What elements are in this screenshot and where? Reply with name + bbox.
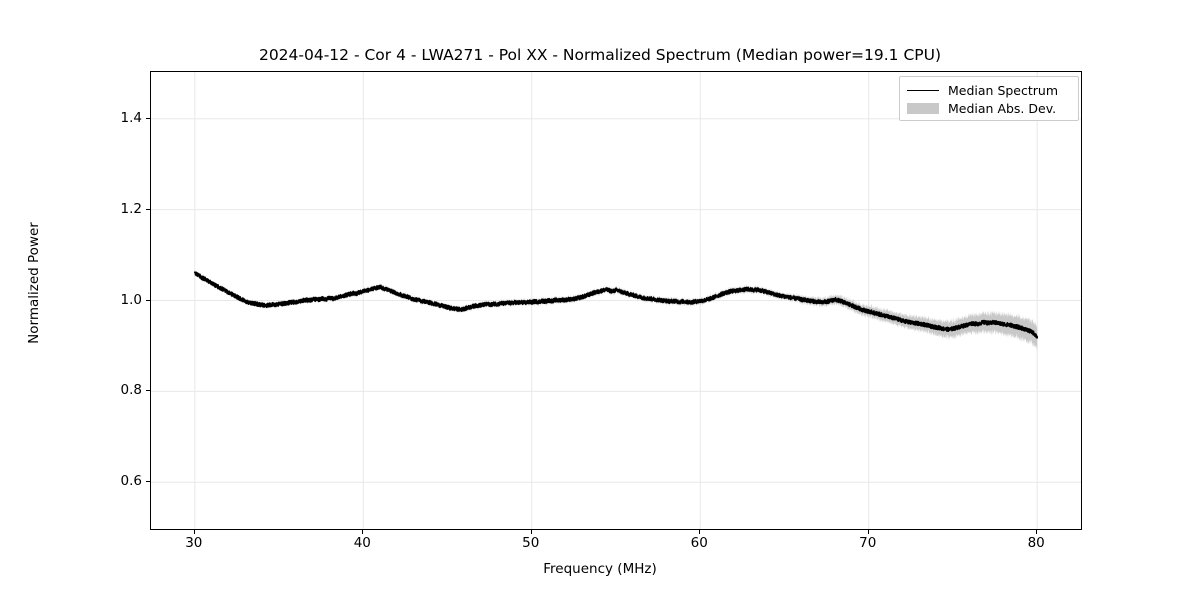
legend-entry-median-abs-dev[interactable]: Median Abs. Dev. <box>907 99 1071 117</box>
x-tick-label: 60 <box>690 535 708 551</box>
x-tick-mark <box>1036 530 1038 534</box>
x-tick-label: 50 <box>522 535 540 551</box>
y-tick-mark <box>146 390 150 392</box>
x-tick-label: 40 <box>353 535 371 551</box>
plot-area <box>150 71 1082 530</box>
y-tick-label: 1.2 <box>120 200 142 217</box>
x-tick-mark <box>867 530 869 534</box>
y-axis-label: Normalized Power <box>26 222 42 344</box>
x-tick-label: 30 <box>185 535 203 551</box>
band-swatch-icon <box>907 102 939 114</box>
legend-label-median-spectrum: Median Spectrum <box>948 82 1059 98</box>
x-tick-mark <box>530 530 532 534</box>
x-tick-mark <box>362 530 364 534</box>
x-axis-label: Frequency (MHz) <box>543 561 657 577</box>
x-tick-label: 80 <box>1027 535 1045 551</box>
median-abs-dev-band <box>194 270 1038 351</box>
y-tick-label: 1.0 <box>120 291 142 308</box>
spectrum-plot-svg <box>151 72 1081 529</box>
median-spectrum-line <box>193 271 1039 339</box>
y-tick-label: 0.8 <box>120 382 142 399</box>
chart-title: 2024-04-12 - Cor 4 - LWA271 - Pol XX - N… <box>258 46 942 64</box>
legend[interactable]: Median Spectrum Median Abs. Dev. <box>899 76 1079 121</box>
x-tick-mark <box>699 530 701 534</box>
y-tick-mark <box>146 481 150 483</box>
x-tick-label: 70 <box>859 535 877 551</box>
y-tick-label: 1.4 <box>120 109 142 126</box>
line-swatch-icon <box>907 89 939 91</box>
y-tick-mark <box>146 299 150 301</box>
legend-entry-median-spectrum[interactable]: Median Spectrum <box>907 81 1071 99</box>
y-tick-label: 0.6 <box>120 473 142 490</box>
x-tick-mark <box>193 530 195 534</box>
y-tick-mark <box>146 117 150 119</box>
y-tick-mark <box>146 208 150 210</box>
legend-label-median-abs-dev: Median Abs. Dev. <box>948 100 1057 116</box>
